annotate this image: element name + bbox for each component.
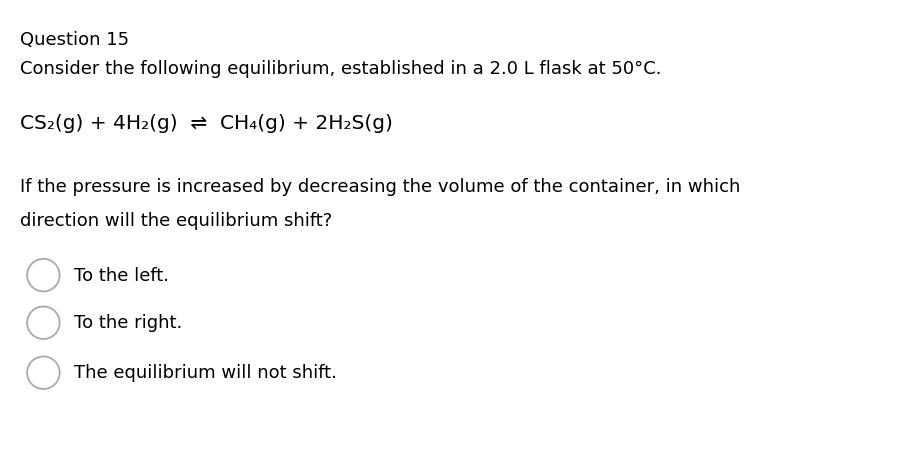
Text: Consider the following equilibrium, established in a 2.0 L flask at 50°C.: Consider the following equilibrium, esta… bbox=[20, 60, 661, 78]
Text: The equilibrium will not shift.: The equilibrium will not shift. bbox=[74, 364, 337, 382]
Text: If the pressure is increased by decreasing the volume of the container, in which: If the pressure is increased by decreasi… bbox=[20, 178, 740, 197]
Text: To the left.: To the left. bbox=[74, 267, 169, 285]
Text: Question 15: Question 15 bbox=[20, 31, 129, 49]
Text: CS₂(g) + 4H₂(g)  ⇌  CH₄(g) + 2H₂S(g): CS₂(g) + 4H₂(g) ⇌ CH₄(g) + 2H₂S(g) bbox=[20, 114, 392, 133]
Text: To the right.: To the right. bbox=[74, 314, 182, 332]
Text: direction will the equilibrium shift?: direction will the equilibrium shift? bbox=[20, 212, 331, 230]
